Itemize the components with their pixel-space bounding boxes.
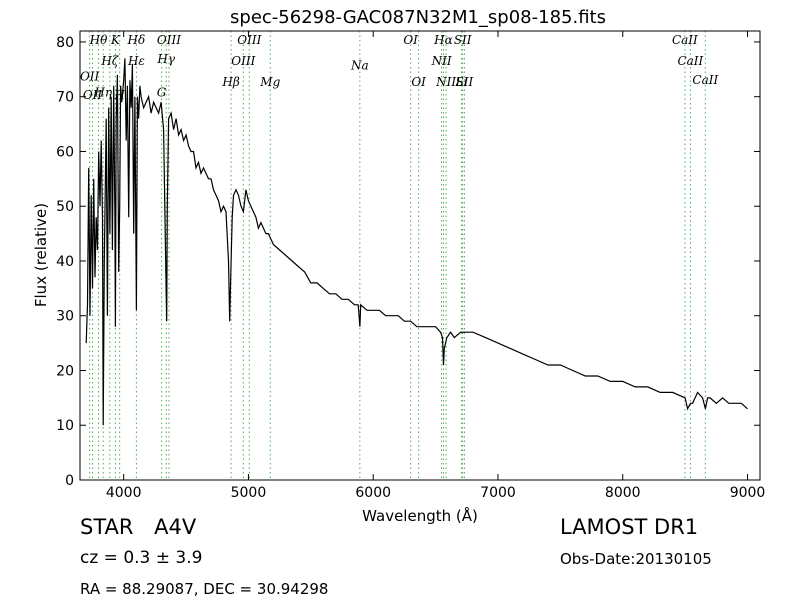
line-label: CaII [692,73,718,87]
redshift-text: cz = 0.3 ± 3.9 [80,548,203,568]
plot-frame [79,30,761,481]
x-tick-label: 5000 [231,485,267,501]
line-label: Hβ [221,75,239,89]
line-label: Mg [259,75,280,89]
line-label: SII [454,33,472,47]
emission-line-labels: OII OII Hθ Hη Hζ K H Hδ Hε G Hγ OIII Hβ OIII OIII Mg Na O… [80,33,719,102]
line-label: OI [411,75,426,89]
obs-date: Obs-Date:20130105 [560,550,712,568]
line-label: Hθ [89,33,108,47]
line-label: Hα [433,33,453,47]
line-label: Li [455,75,468,89]
x-tick-label: 9000 [730,485,766,501]
x-axis-ticks: 4000 5000 6000 7000 8000 9000 [106,31,765,501]
line-label: Hδ [127,33,146,47]
x-axis-label: Wavelength (Å) [362,506,478,525]
line-label: NII [431,54,452,68]
y-axis-label: Flux (relative) [32,203,50,307]
line-label: CaII [677,54,703,68]
x-tick-label: 4000 [106,485,142,501]
x-tick-label: 6000 [355,485,391,501]
line-label: K [110,33,121,47]
subclass-text: A4V [154,515,197,539]
y-tick-label: 40 [56,254,74,270]
y-axis-ticks: 0 10 20 30 40 50 60 70 80 [56,35,760,489]
y-tick-label: 20 [56,363,74,379]
y-tick-label: 60 [56,144,74,160]
object-class: STAR A4V [80,515,196,539]
line-label: NII [435,75,456,89]
y-tick-label: 50 [56,199,74,215]
coordinates-text: RA = 88.29087, DEC = 30.94298 [80,580,329,598]
y-tick-label: 30 [56,309,74,325]
line-label: Hζ [100,54,119,68]
line-label: OIII [157,33,181,47]
survey-name: LAMOST DR1 [560,515,699,539]
line-label: OII [83,88,103,102]
x-tick-label: 8000 [605,485,641,501]
emission-line-markers [89,31,706,480]
line-label: OIII [237,33,261,47]
y-tick-label: 10 [56,418,74,434]
y-tick-label: 0 [65,473,74,489]
line-label: Hε [127,54,145,68]
y-tick-label: 80 [56,35,74,51]
line-label: CaII [672,33,698,47]
y-tick-label: 70 [56,90,74,106]
line-label: OIII [231,54,255,68]
x-tick-label: 7000 [480,485,516,501]
line-label: Hη [93,86,112,100]
line-label: SII [456,75,474,89]
line-label: H [113,88,125,102]
line-label: Na [350,58,369,72]
line-label: G [157,86,167,100]
line-label: Hγ [156,52,175,66]
line-label: OI [403,33,418,47]
object-class-text: STAR [80,515,134,539]
spectrum-line [85,58,748,426]
line-label: OII [80,69,100,83]
chart-title: spec-56298-GAC087N32M1_sp08-185.fits [230,7,606,28]
